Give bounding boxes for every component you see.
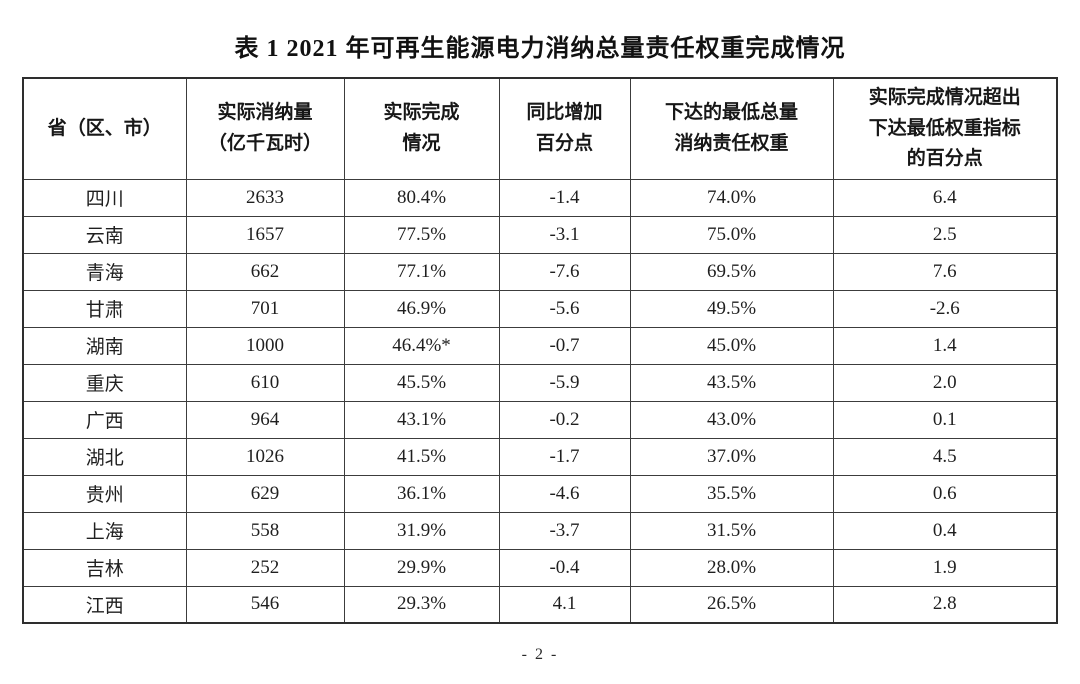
table-body: 四川 2633 80.4% -1.4 74.0% 6.4 云南 1657 77.5% -3.1 75… <box>22 178 1058 624</box>
column-header-2: 实际完成 情况 <box>343 77 500 180</box>
table-title: 表 1 2021 年可再生能源电力消纳总量责任权重完成情况 <box>234 36 846 62</box>
table-row: 吉林 252 29.9% -0.4 28.0% 1.9 <box>22 548 1058 587</box>
table-cell: 80.4% <box>343 178 500 217</box>
table-cell: 31.5% <box>629 511 834 550</box>
table-row: 云南 1657 77.5% -3.1 75.0% 2.5 <box>22 215 1058 254</box>
table-cell: -0.7 <box>498 326 631 365</box>
table-cell: 36.1% <box>343 474 500 513</box>
table-cell: 吉林 <box>22 548 187 587</box>
table-cell: 31.9% <box>343 511 500 550</box>
table-cell: -5.6 <box>498 289 631 328</box>
table-cell: 46.4%* <box>343 326 500 365</box>
table-cell: 上海 <box>22 511 187 550</box>
table-cell: 1000 <box>185 326 345 365</box>
table-cell: 0.4 <box>832 511 1058 550</box>
column-header-0: 省（区、市） <box>22 77 187 180</box>
table-cell: 7.6 <box>832 252 1058 291</box>
table-cell: -3.1 <box>498 215 631 254</box>
table-cell: 37.0% <box>629 437 834 476</box>
table-cell: 558 <box>185 511 345 550</box>
table-cell: -7.6 <box>498 252 631 291</box>
table-cell: 77.5% <box>343 215 500 254</box>
table-cell: 1.4 <box>832 326 1058 365</box>
table-cell: 75.0% <box>629 215 834 254</box>
table-cell: 2.0 <box>832 363 1058 402</box>
table-cell: 4.5 <box>832 437 1058 476</box>
table-cell: -1.7 <box>498 437 631 476</box>
column-header-1: 实际消纳量 （亿千瓦时） <box>185 77 345 180</box>
table-cell: 0.6 <box>832 474 1058 513</box>
table-cell: 46.9% <box>343 289 500 328</box>
table-cell: -5.9 <box>498 363 631 402</box>
table-cell: 43.1% <box>343 400 500 439</box>
table-cell: 29.3% <box>343 585 500 624</box>
table-cell: 69.5% <box>629 252 834 291</box>
page-number: - 2 - <box>521 646 559 663</box>
table-cell: -1.4 <box>498 178 631 217</box>
table-cell: 4.1 <box>498 585 631 624</box>
table-cell: 广西 <box>22 400 187 439</box>
table-row: 贵州 629 36.1% -4.6 35.5% 0.6 <box>22 474 1058 513</box>
table-cell: 江西 <box>22 585 187 624</box>
table-row: 湖北 1026 41.5% -1.7 37.0% 4.5 <box>22 437 1058 476</box>
table-cell: 2633 <box>185 178 345 217</box>
table-row: 重庆 610 45.5% -5.9 43.5% 2.0 <box>22 363 1058 402</box>
table-cell: 610 <box>185 363 345 402</box>
table-cell: 252 <box>185 548 345 587</box>
table-cell: 35.5% <box>629 474 834 513</box>
table-cell: 0.1 <box>832 400 1058 439</box>
table-cell: 49.5% <box>629 289 834 328</box>
table-cell: 964 <box>185 400 345 439</box>
table-cell: 29.9% <box>343 548 500 587</box>
table-row: 四川 2633 80.4% -1.4 74.0% 6.4 <box>22 178 1058 217</box>
table-cell: 45.5% <box>343 363 500 402</box>
table-cell: 6.4 <box>832 178 1058 217</box>
table-row: 甘肃 701 46.9% -5.6 49.5% -2.6 <box>22 289 1058 328</box>
table-cell: -4.6 <box>498 474 631 513</box>
column-header-4: 下达的最低总量 消纳责任权重 <box>629 77 834 180</box>
table-cell: 43.5% <box>629 363 834 402</box>
table-cell: 2.8 <box>832 585 1058 624</box>
table-cell: 2.5 <box>832 215 1058 254</box>
table-cell: 重庆 <box>22 363 187 402</box>
table-cell: 贵州 <box>22 474 187 513</box>
header-row: 省（区、市） 实际消纳量 （亿千瓦时） 实际完成 情况 同比增加 百分点 下达的最低总量… <box>22 77 1058 180</box>
table-cell: 甘肃 <box>22 289 187 328</box>
column-header-5: 实际完成情况超出 下达最低权重指标 的百分点 <box>832 77 1058 180</box>
table-cell: 77.1% <box>343 252 500 291</box>
table-cell: 1026 <box>185 437 345 476</box>
table-row: 江西 546 29.3% 4.1 26.5% 2.8 <box>22 585 1058 624</box>
table-row: 青海 662 77.1% -7.6 69.5% 7.6 <box>22 252 1058 291</box>
table-cell: -0.2 <box>498 400 631 439</box>
table-cell: -3.7 <box>498 511 631 550</box>
table-cell: 28.0% <box>629 548 834 587</box>
table-cell: 1.9 <box>832 548 1058 587</box>
table-cell: -0.4 <box>498 548 631 587</box>
table-cell: 45.0% <box>629 326 834 365</box>
table-cell: 546 <box>185 585 345 624</box>
table-cell: 青海 <box>22 252 187 291</box>
table-cell: 26.5% <box>629 585 834 624</box>
table-cell: 41.5% <box>343 437 500 476</box>
table-cell: 43.0% <box>629 400 834 439</box>
table-cell: 湖南 <box>22 326 187 365</box>
table-cell: 湖北 <box>22 437 187 476</box>
table-row: 湖南 1000 46.4%* -0.7 45.0% 1.4 <box>22 326 1058 365</box>
table-cell: -2.6 <box>832 289 1058 328</box>
table-cell: 云南 <box>22 215 187 254</box>
table-row: 上海 558 31.9% -3.7 31.5% 0.4 <box>22 511 1058 550</box>
table-cell: 701 <box>185 289 345 328</box>
table-cell: 四川 <box>22 178 187 217</box>
table-header: 省（区、市） 实际消纳量 （亿千瓦时） 实际完成 情况 同比增加 百分点 下达的最低总量… <box>22 77 1058 180</box>
table-cell: 1657 <box>185 215 345 254</box>
table-cell: 662 <box>185 252 345 291</box>
table-row: 广西 964 43.1% -0.2 43.0% 0.1 <box>22 400 1058 439</box>
table-cell: 74.0% <box>629 178 834 217</box>
table-cell: 629 <box>185 474 345 513</box>
column-header-3: 同比增加 百分点 <box>498 77 631 180</box>
renewable-energy-consumption-table: 省（区、市） 实际消纳量 （亿千瓦时） 实际完成 情况 同比增加 百分点 下达的最低总量… <box>22 77 1058 624</box>
